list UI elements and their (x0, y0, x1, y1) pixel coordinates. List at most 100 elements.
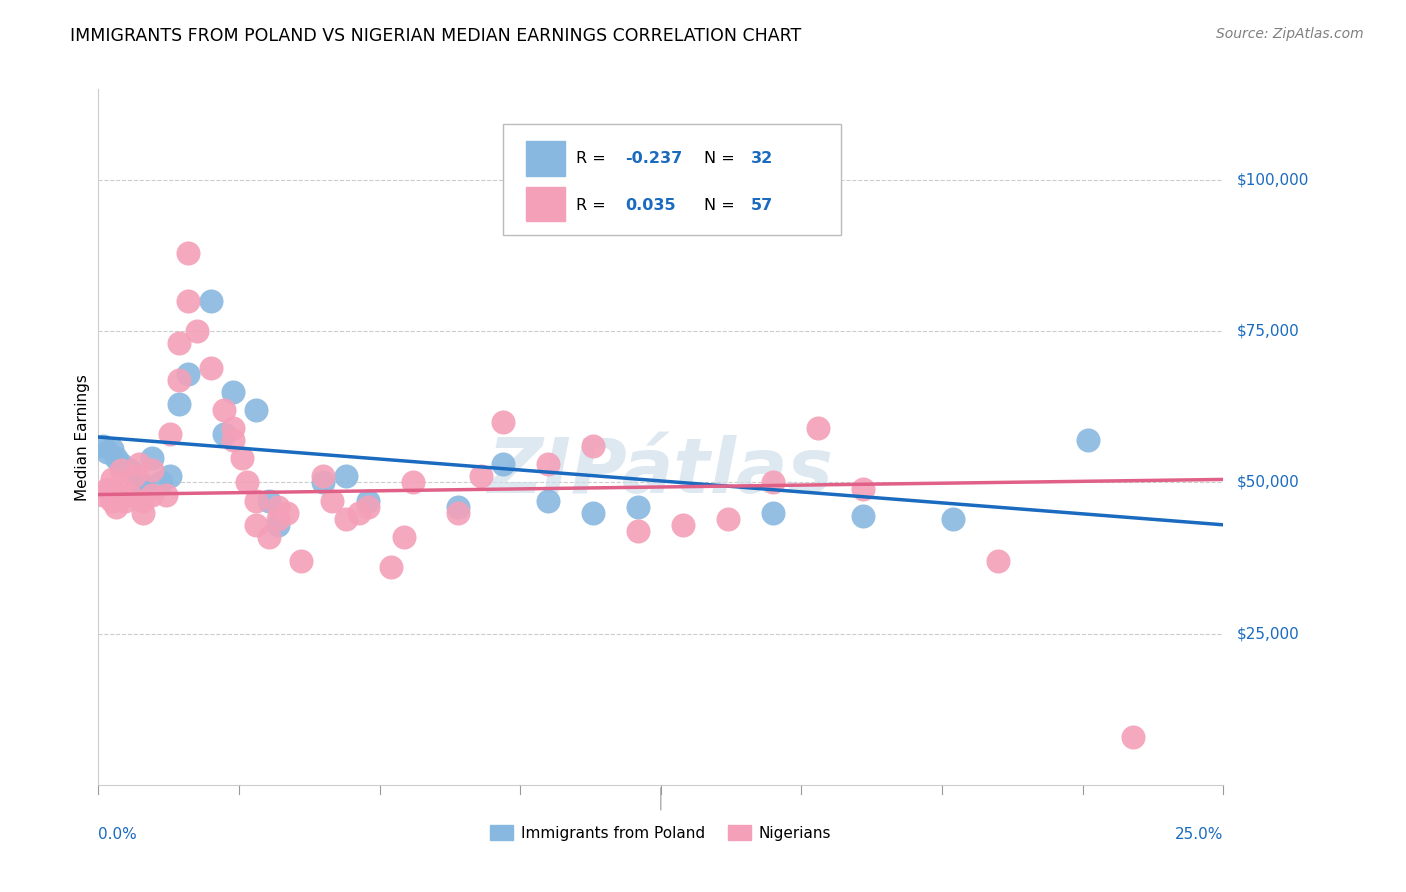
Bar (526, 186, 565, 221)
Point (110, 482, 132, 496)
Point (124, 469, 146, 483)
Point (105, 500, 128, 514)
Point (245, 402, 267, 417)
Text: -0.237: -0.237 (624, 152, 682, 166)
Text: 32: 32 (751, 152, 773, 166)
Point (1077, 433, 1099, 447)
Point (169, 336, 191, 351)
Point (132, 493, 155, 508)
Point (159, 427, 181, 442)
Point (96, 482, 118, 496)
Point (312, 475, 335, 490)
Bar (526, 141, 565, 177)
Text: R =: R = (576, 152, 612, 166)
Point (290, 554, 312, 568)
Point (357, 500, 380, 514)
Text: $50,000: $50,000 (1237, 475, 1301, 490)
Text: Source: ZipAtlas.com: Source: ZipAtlas.com (1216, 27, 1364, 41)
Text: 25.0%: 25.0% (1175, 827, 1223, 842)
Point (124, 469, 146, 483)
Point (447, 500, 470, 514)
Point (159, 469, 181, 483)
Point (357, 493, 380, 508)
Point (267, 517, 290, 532)
Point (141, 451, 163, 466)
Point (177, 245, 200, 260)
Text: 0.035: 0.035 (624, 198, 675, 213)
Point (110, 458, 132, 472)
Point (267, 512, 290, 526)
Point (942, 512, 965, 526)
Point (200, 293, 222, 308)
Point (349, 506, 371, 520)
Point (492, 415, 515, 429)
Point (335, 469, 357, 483)
Point (987, 554, 1010, 568)
Legend: Immigrants from Poland, Nigerians: Immigrants from Poland, Nigerians (485, 819, 837, 847)
Point (200, 360, 222, 375)
Point (672, 517, 695, 532)
Point (470, 469, 492, 483)
Point (155, 487, 177, 501)
Point (96, 445, 118, 459)
Point (259, 530, 281, 544)
Point (276, 506, 298, 520)
Text: N =: N = (703, 198, 740, 213)
Point (186, 324, 208, 338)
Point (114, 493, 136, 508)
Point (335, 512, 357, 526)
Point (214, 402, 236, 417)
Point (312, 469, 335, 483)
Text: $75,000: $75,000 (1237, 324, 1301, 339)
Point (177, 367, 200, 381)
Point (150, 475, 173, 490)
Text: R =: R = (576, 198, 612, 213)
Point (321, 493, 343, 508)
Point (101, 442, 124, 457)
Point (118, 487, 141, 501)
Point (852, 482, 875, 496)
Point (717, 512, 740, 526)
Point (259, 493, 281, 508)
Text: 0.0%: 0.0% (98, 827, 138, 842)
Point (105, 487, 128, 501)
Y-axis label: Median Earnings: Median Earnings (75, 374, 90, 500)
Point (245, 493, 267, 508)
Point (222, 421, 245, 435)
Point (394, 530, 416, 544)
Point (105, 451, 128, 466)
Point (231, 451, 253, 466)
Point (236, 475, 259, 490)
Text: 57: 57 (751, 198, 773, 213)
Point (582, 439, 605, 453)
Point (101, 472, 124, 486)
Point (380, 560, 402, 574)
Text: N =: N = (703, 152, 740, 166)
Point (169, 397, 191, 411)
Point (627, 500, 650, 514)
Point (91, 487, 114, 501)
Point (169, 373, 191, 387)
Point (128, 475, 150, 490)
Point (118, 463, 141, 477)
Point (762, 475, 785, 490)
Point (627, 524, 650, 538)
Point (807, 421, 830, 435)
Point (222, 384, 245, 399)
Point (402, 475, 425, 490)
Point (537, 493, 560, 508)
Point (267, 500, 290, 514)
Point (762, 506, 785, 520)
Point (852, 508, 875, 523)
Text: $25,000: $25,000 (1237, 626, 1301, 641)
Point (245, 517, 267, 532)
Point (110, 463, 132, 477)
Point (214, 427, 236, 442)
Point (132, 506, 155, 520)
Point (91, 439, 114, 453)
Point (141, 463, 163, 477)
Text: $100,000: $100,000 (1237, 172, 1309, 187)
Point (222, 433, 245, 447)
Point (141, 487, 163, 501)
Point (128, 458, 150, 472)
